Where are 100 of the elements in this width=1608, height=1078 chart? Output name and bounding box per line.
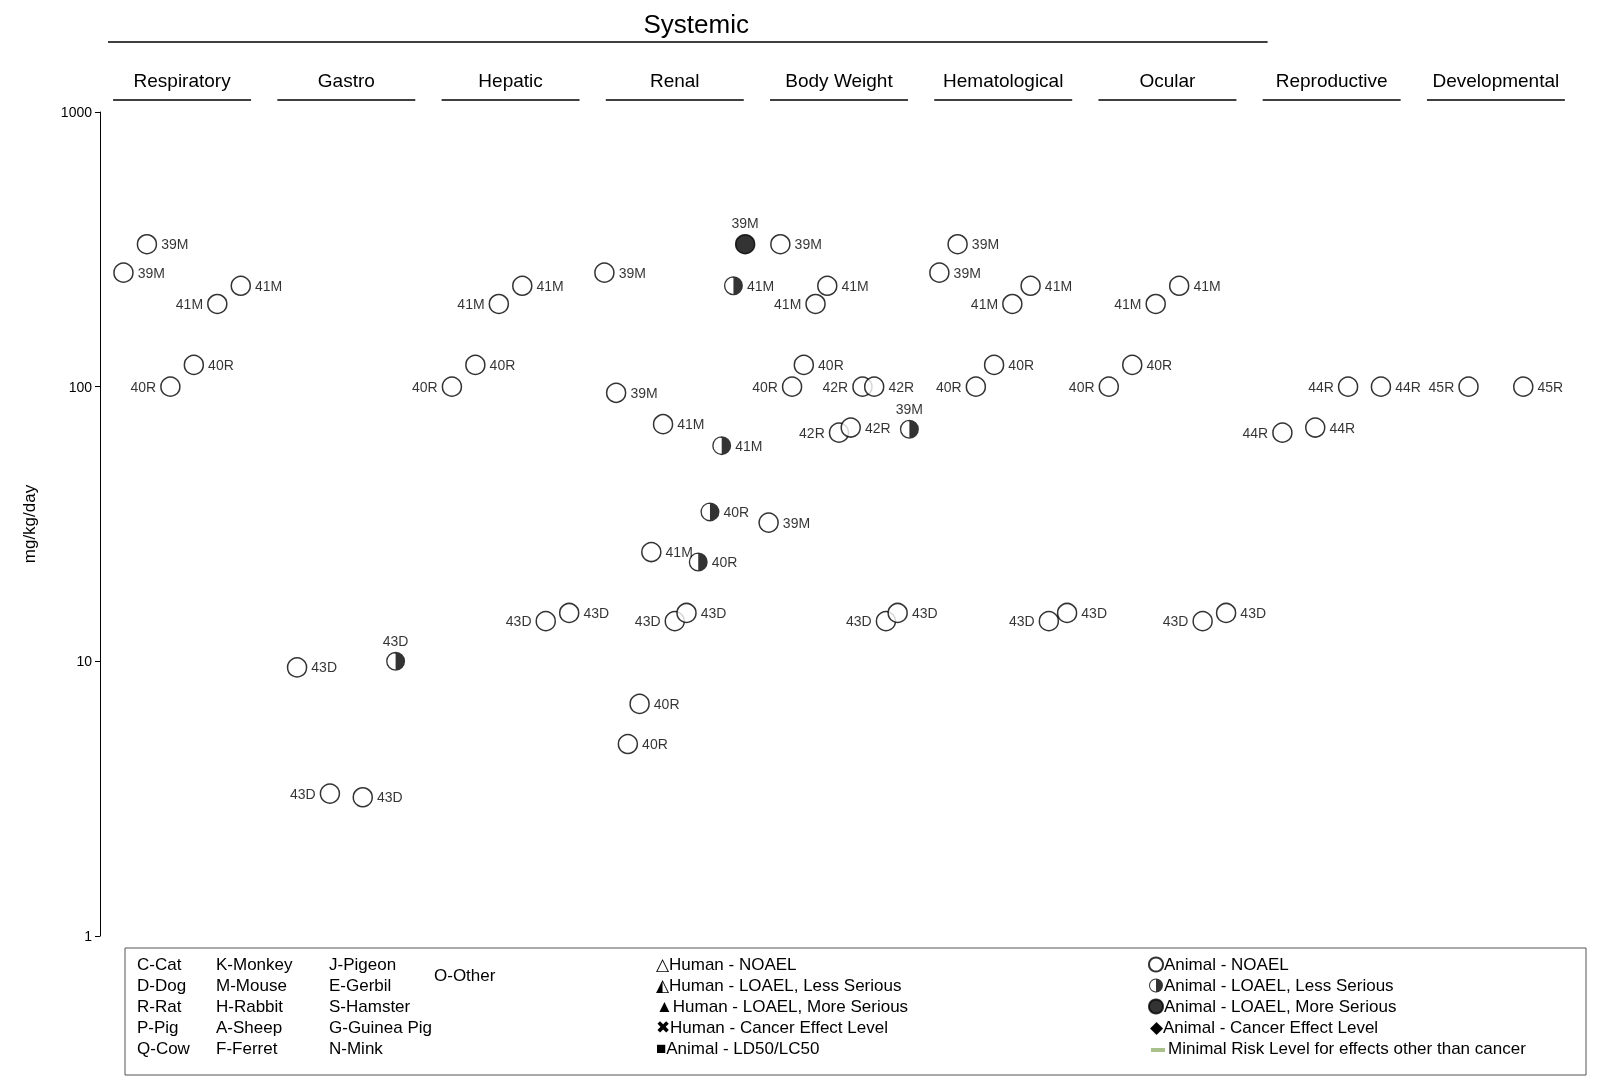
annotation: 40R (653, 695, 680, 712)
annotation: 41M (677, 416, 705, 433)
annotation: 41M (536, 277, 564, 294)
annotation: 41M (457, 295, 485, 312)
x-tick-label: Body Weight (785, 70, 894, 91)
text: K-Monkey (216, 955, 294, 974)
y-axis-title: mg/kg/day (20, 484, 39, 564)
annotation: 40R (208, 356, 234, 373)
annotation: 44R (1395, 378, 1421, 395)
annotation: 41M (255, 277, 283, 294)
text: M-Mouse (216, 976, 287, 995)
annotation: 41M (175, 295, 204, 312)
annotation: 43D (583, 604, 610, 621)
annotation: 40R (935, 378, 962, 395)
text: H-Rabbit (216, 997, 284, 1016)
annotation: 39M (953, 264, 981, 281)
x-tick-label: Respiratory (133, 70, 232, 91)
annotation: 43D (1162, 613, 1189, 630)
annotation: 39M (731, 215, 759, 231)
annotation: 41M (735, 437, 763, 454)
annotation: 44R (1329, 419, 1356, 436)
annotation: 41M (746, 277, 775, 294)
y-tick-label: 1000 (60, 104, 93, 120)
x-tick-label: Renal (649, 70, 700, 91)
text: F-Ferret (216, 1039, 278, 1058)
annotation: 43D (1008, 613, 1035, 630)
annotation: 42R (864, 419, 891, 436)
text: J-Pigeon (329, 955, 397, 974)
annotation: 39M (161, 236, 189, 253)
text: N-Mink (329, 1039, 384, 1058)
text: Q-Cow (137, 1039, 191, 1058)
text: ■Animal - LD50/LC50 (656, 1039, 820, 1058)
annotation: 42R (799, 424, 825, 441)
annotation: 40R (1146, 356, 1173, 373)
legend-label: Animal - LOAEL, Less Serious (1164, 976, 1394, 995)
text: E-Gerbil (329, 976, 392, 995)
text: O-Other (434, 965, 496, 985)
annotation: 43D (845, 613, 872, 630)
text: R-Rat (137, 997, 182, 1016)
annotation: 42R (888, 378, 915, 395)
x-tick-label: Gastro (317, 70, 375, 91)
annotation: 42R (822, 378, 849, 395)
x-tick-label: Ocular (1139, 70, 1197, 91)
annotation: 40R (711, 553, 738, 570)
annotation: 43D (700, 604, 727, 621)
annotation: 40R (130, 378, 157, 395)
annotation: 41M (1044, 277, 1073, 294)
annotation: 39M (137, 264, 165, 281)
annotation: 45R (1537, 378, 1564, 395)
text: ✖Human - Cancer Effect Level (656, 1018, 888, 1037)
annotation: 40R (411, 378, 438, 395)
annotation: 41M (774, 295, 802, 312)
legend-label: Animal - NOAEL (1164, 955, 1289, 974)
annotation: 41M (665, 544, 693, 561)
legend-label: Animal - LOAEL, More Serious (1164, 997, 1397, 1016)
annotation: 40R (642, 736, 668, 753)
annotation: 39M (794, 236, 822, 253)
annotation: 41M (1193, 277, 1221, 294)
annotation: 43D (1081, 604, 1108, 621)
annotation: 41M (1114, 295, 1142, 312)
y-tick-label: 10 (76, 653, 93, 670)
annotation: 43D (289, 785, 316, 802)
annotation: 43D (911, 604, 938, 621)
annotation: 41M (970, 295, 999, 312)
annotation: 40R (1008, 356, 1035, 373)
x-tick-label: Developmental (1432, 70, 1560, 91)
annotation: 43D (505, 613, 532, 630)
annotation: 40R (723, 503, 750, 520)
text: Minimal Risk Level for effects other than cancer (1168, 1039, 1527, 1058)
annotation: 39M (895, 400, 923, 417)
annotation: 40R (489, 356, 516, 373)
annotation: 45R (1428, 378, 1455, 395)
text: △Human - NOAEL (656, 955, 797, 974)
annotation: 44R (1242, 424, 1269, 441)
text: A-Sheep (216, 1018, 283, 1037)
x-tick-label: Hematological (943, 70, 1064, 91)
chart-title: Systemic (643, 9, 749, 39)
text: G-Guinea Pig (329, 1018, 432, 1037)
x-tick-label: Reproductive (1275, 70, 1388, 91)
annotation: 43D (377, 789, 403, 806)
text: ◭Human - LOAEL, Less Serious (656, 976, 902, 995)
annotation: 43D (311, 659, 337, 676)
annotation: 39M (618, 264, 646, 281)
text: ▲Human - LOAEL, More Serious (656, 997, 909, 1016)
annotation: 39M (630, 384, 658, 401)
text: D-Dog (137, 976, 187, 995)
annotation: 44R (1308, 378, 1334, 395)
annotation: 40R (752, 378, 778, 395)
annotation: 39M (971, 236, 1000, 253)
text: C-Cat (137, 955, 182, 974)
text: S-Hamster (329, 997, 411, 1016)
y-tick-label: 100 (68, 378, 93, 395)
x-tick-label: Hepatic (478, 70, 543, 91)
annotation: 41M (841, 277, 869, 294)
annotation: 40R (818, 356, 844, 373)
text: ◆Animal - Cancer Effect Level (1150, 1018, 1379, 1037)
annotation: 43D (1240, 604, 1267, 621)
annotation: 43D (382, 632, 409, 649)
annotation: 39M (782, 514, 811, 531)
annotation: 40R (1068, 378, 1095, 395)
